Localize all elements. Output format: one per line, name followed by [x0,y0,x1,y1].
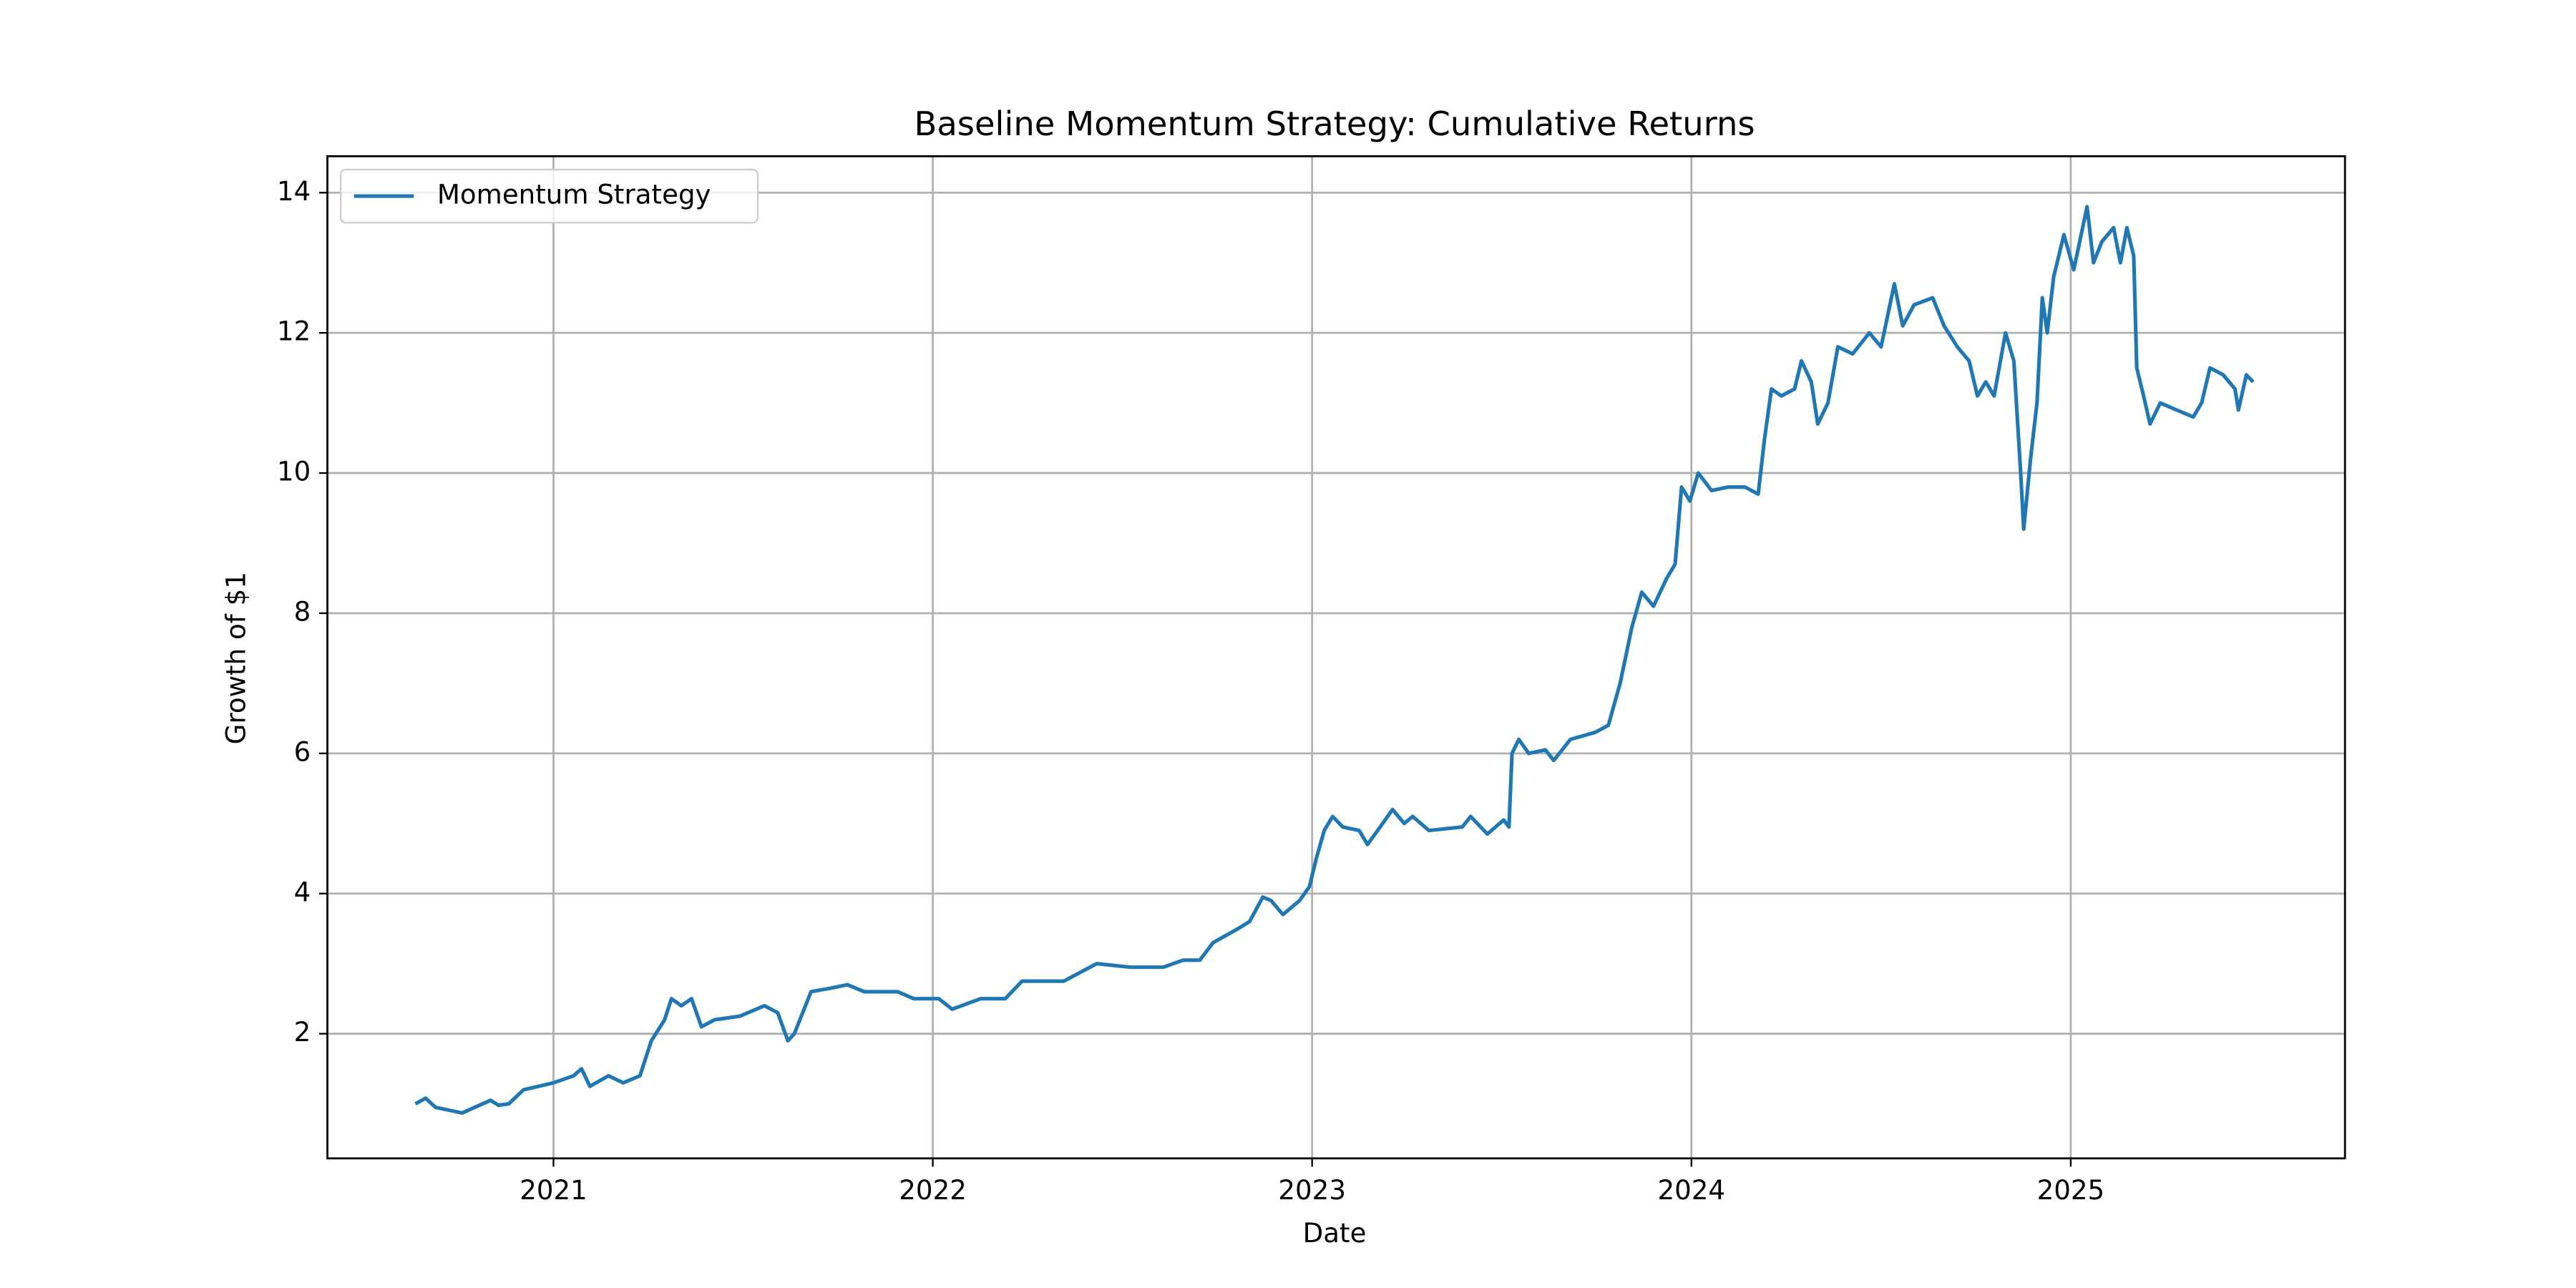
y-tick-label: 2 [294,1017,311,1048]
chart-title: Baseline Momentum Strategy: Cumulative R… [914,104,1755,143]
series-line [414,205,2255,1115]
x-axis-label: Date [1303,1218,1367,1249]
y-tick-label: 8 [294,596,311,627]
x-tick-label: 2024 [1658,1175,1726,1206]
x-tick-label: 2025 [2037,1175,2105,1206]
y-tick-label: 14 [277,176,311,207]
legend-box [339,168,759,224]
x-tick-label: 2022 [899,1175,967,1206]
legend-label: Momentum Strategy [437,180,711,210]
y-tick-label: 4 [294,877,311,907]
x-tick-label: 2021 [519,1175,587,1206]
y-tick-label: 6 [294,736,311,767]
y-tick-label: 12 [277,316,311,347]
y-tick-label: 10 [277,457,311,487]
plot-frame [326,155,2346,1160]
x-tick-label: 2023 [1278,1175,1346,1206]
legend: Momentum Strategy [339,168,759,224]
y-axis-label: Growth of $1 [221,572,252,744]
